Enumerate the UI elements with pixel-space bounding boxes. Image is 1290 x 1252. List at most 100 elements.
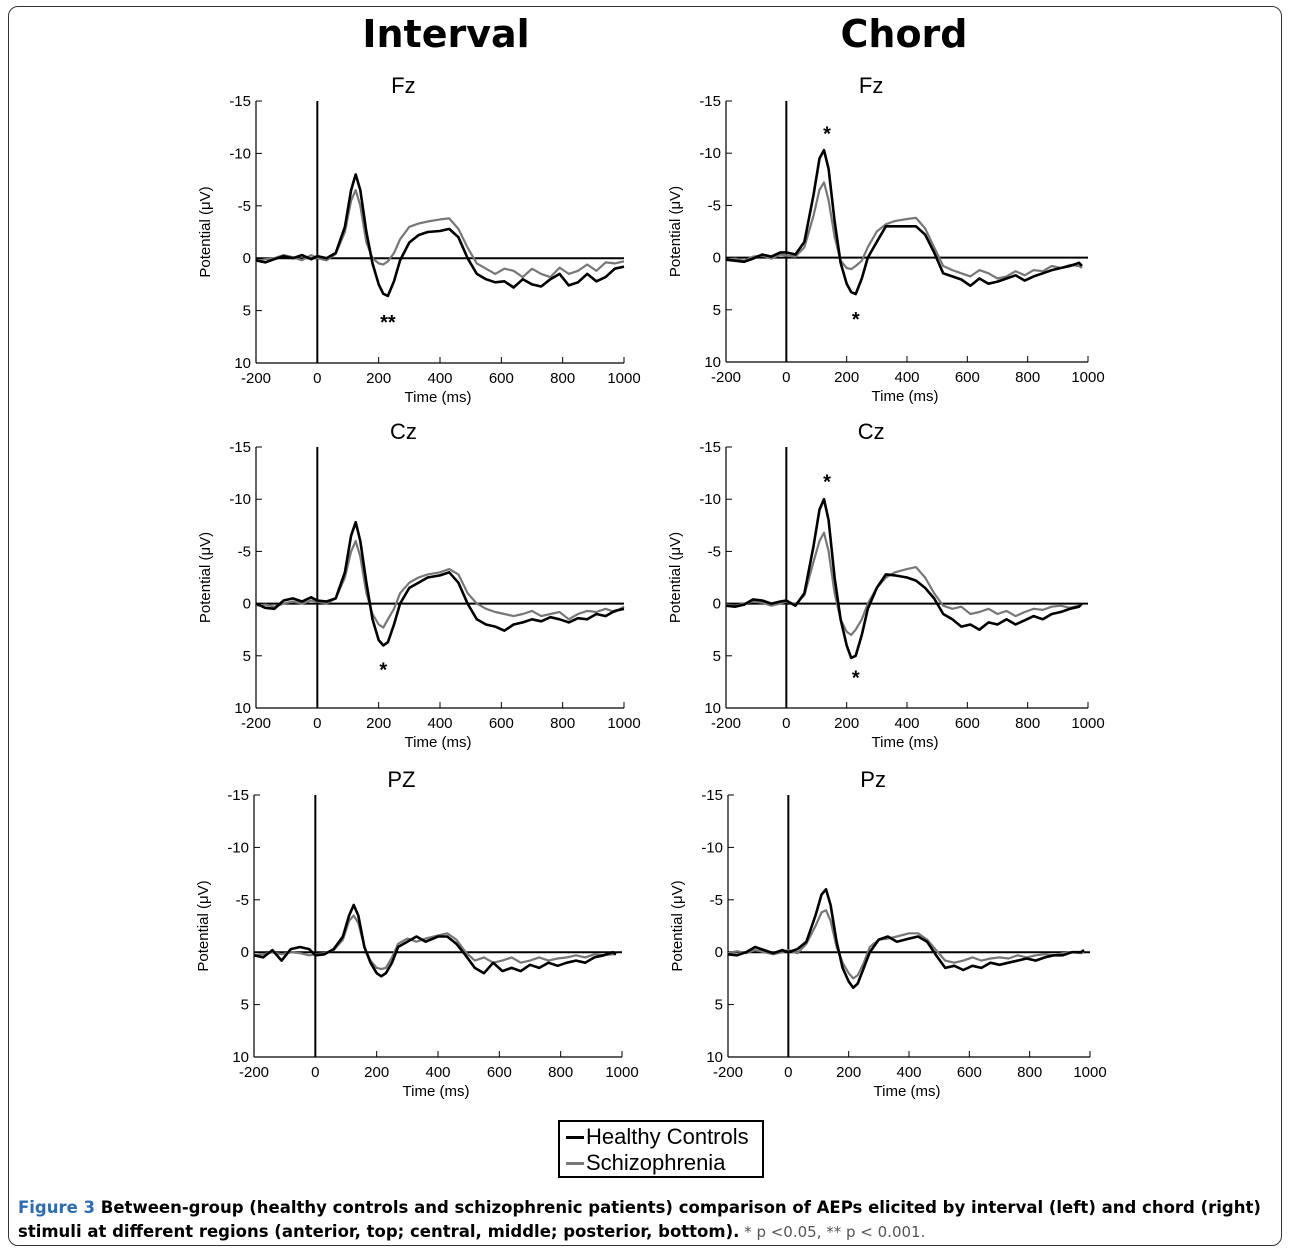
panel-4-x-tick-label: -200 (711, 715, 741, 732)
panel-2-significance-marker: * (823, 123, 831, 145)
panel-3-x-tick-label: 800 (550, 715, 575, 732)
caption-significance-note: * p <0.05, ** p < 0.001. (739, 1223, 926, 1241)
panel-1-series-schizophrenia (255, 189, 625, 279)
panel-3-title: Cz (390, 419, 417, 444)
panel-1-x-tick-label: 200 (366, 370, 391, 387)
panel-2-y-axis-label: Potential (μV) (667, 186, 684, 277)
panel-3-x-tick-label: 400 (427, 715, 452, 732)
panel-6-x-tick-label: 600 (957, 1064, 982, 1081)
panel-6-y-axis-label: Potential (μV) (669, 880, 686, 971)
panel-2-y-tick-label: -5 (708, 197, 721, 214)
panel-6-title: Pz (860, 767, 886, 792)
panel-5-y-tick-label: -15 (227, 787, 249, 804)
panel-5-title: PZ (387, 767, 415, 792)
panel-6-x-tick-label: 200 (836, 1064, 861, 1081)
panel-1-series-healthy-controls (255, 173, 625, 298)
panel-1-y-tick-label: -15 (229, 93, 251, 110)
panel-6-y-tick-label: 10 (706, 1049, 723, 1066)
panel-2-x-tick-label: 400 (894, 369, 919, 386)
panel-6-y-tick-label: 5 (715, 997, 723, 1014)
caption-label: Figure 3 (18, 1198, 96, 1217)
panel-2-x-axis-label: Time (ms) (872, 388, 939, 405)
panel-3-x-axis-label: Time (ms) (405, 734, 472, 751)
panel-3-x-tick-label: 0 (313, 715, 321, 732)
panel-1-x-axis-label: Time (ms) (405, 389, 472, 406)
panel-1-x-tick-label: 800 (550, 370, 575, 387)
panel-2-series-schizophrenia (725, 181, 1083, 280)
panel-2-x-tick-label: -200 (711, 369, 741, 386)
panel-3-x-tick-label: 1000 (607, 715, 640, 732)
panel-2-x-tick-label: 1000 (1071, 369, 1104, 386)
panel-6-series-healthy-controls (727, 887, 1085, 990)
panel-6-y-tick-label: -5 (710, 892, 723, 909)
panel-2-x-tick-label: 800 (1015, 369, 1040, 386)
panel-3-y-axis-label: Potential (μV) (197, 532, 214, 623)
panel-6-series-schizophrenia (727, 909, 1085, 980)
panel-1-x-tick-label: 0 (313, 370, 321, 387)
panel-2-y-tick-label: -15 (699, 93, 721, 110)
panel-4-y-tick-label: 10 (704, 700, 721, 717)
panel-3-x-tick-label: -200 (241, 715, 271, 732)
legend-label-healthy: Healthy Controls (586, 1124, 749, 1149)
panel-4-x-tick-label: 800 (1015, 715, 1040, 732)
panel-3-y-tick-label: -10 (229, 491, 251, 508)
panel-4-x-tick-label: 200 (834, 715, 859, 732)
legend-line-healthy (566, 1135, 584, 1139)
legend-label-schizophrenia: Schizophrenia (586, 1150, 726, 1175)
panel-5-series-healthy-controls (253, 903, 617, 978)
panel-3-x-tick-label: 600 (489, 715, 514, 732)
panel-4-y-tick-label: 0 (713, 596, 721, 613)
panel-6-x-tick-label: 1000 (1073, 1064, 1106, 1081)
panel-1-x-tick-label: 1000 (607, 370, 640, 387)
panel-6-x-tick-label: 0 (784, 1064, 792, 1081)
panel-4-y-axis-label: Potential (μV) (667, 532, 684, 623)
panel-4-x-tick-label: 400 (894, 715, 919, 732)
panel-3-series-schizophrenia (255, 539, 625, 629)
panel-1-y-tick-label: -10 (229, 145, 251, 162)
panel-6-x-tick-label: -200 (713, 1064, 743, 1081)
panel-5-x-tick-label: 200 (364, 1064, 389, 1081)
panel-4-significance-marker: * (823, 471, 831, 493)
panel-5-y-axis-label: Potential (μV) (195, 880, 212, 971)
figure-caption: Figure 3 Between-group (healthy controls… (18, 1196, 1268, 1244)
panel-5-series-schizophrenia (253, 914, 616, 971)
panel-1-x-tick-label: -200 (241, 370, 271, 387)
panel-2-x-tick-label: 0 (782, 369, 790, 386)
panel-4-y-tick-label: -10 (699, 491, 721, 508)
panel-4-x-axis-label: Time (ms) (872, 734, 939, 751)
panel-2-y-tick-label: 0 (713, 250, 721, 267)
panel-3-y-tick-label: 10 (234, 700, 251, 717)
panel-3-y-tick-label: -15 (229, 439, 251, 456)
panel-6-y-tick-label: -10 (701, 839, 723, 856)
panel-2-series-healthy-controls (725, 148, 1083, 296)
panel-1-y-axis-label: Potential (μV) (197, 186, 214, 277)
panel-2-x-tick-label: 200 (834, 369, 859, 386)
panel-4-y-tick-label: -15 (699, 439, 721, 456)
panel-3-x-tick-label: 200 (366, 715, 391, 732)
panel-2-y-tick-label: -10 (699, 145, 721, 162)
panel-1-y-tick-label: 10 (234, 355, 251, 372)
panel-4-y-tick-label: -5 (708, 543, 721, 560)
panel-6-y-tick-label: -15 (701, 787, 723, 804)
panel-5-y-tick-label: -5 (236, 892, 249, 909)
legend-entry-healthy: Healthy Controls (566, 1124, 749, 1150)
panel-2-significance-marker: * (852, 309, 860, 331)
panel-5-y-tick-label: -10 (227, 839, 249, 856)
panel-5-x-tick-label: 1000 (605, 1064, 638, 1081)
legend-entry-schizophrenia: Schizophrenia (566, 1150, 725, 1176)
column-title-chord: Chord (840, 12, 968, 56)
panel-1-y-tick-label: 0 (243, 250, 251, 267)
panel-4-title: Cz (858, 419, 885, 444)
panel-1-y-tick-label: -5 (238, 198, 251, 215)
panel-4-x-tick-label: 600 (955, 715, 980, 732)
panel-4-x-tick-label: 1000 (1071, 715, 1104, 732)
panel-3-y-tick-label: 0 (243, 596, 251, 613)
panel-5-x-tick-label: 0 (311, 1064, 319, 1081)
panel-6-x-tick-label: 400 (896, 1064, 921, 1081)
panel-2-x-tick-label: 600 (955, 369, 980, 386)
panel-3-series-healthy-controls (255, 520, 625, 647)
panel-6-x-tick-label: 800 (1017, 1064, 1042, 1081)
panel-5-x-axis-label: Time (ms) (403, 1083, 470, 1100)
panel-5-x-tick-label: 400 (425, 1064, 450, 1081)
